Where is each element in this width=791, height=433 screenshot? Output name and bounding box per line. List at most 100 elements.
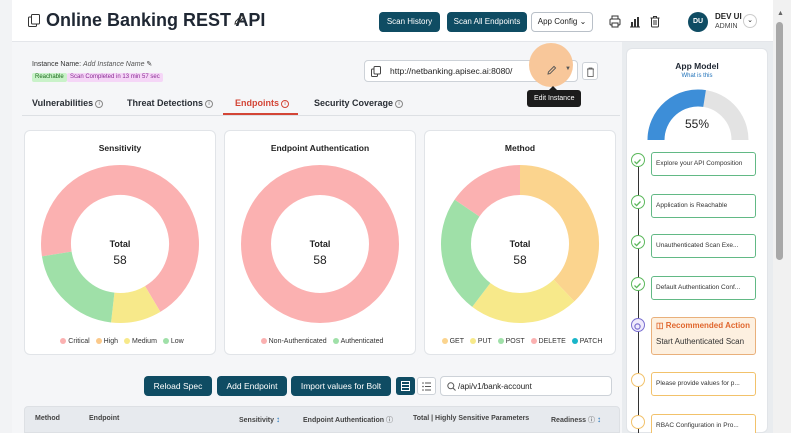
edit-title-pencil-icon[interactable] <box>234 14 245 25</box>
instance-name-value[interactable]: Add Instance Name <box>82 61 145 68</box>
legend-dot-delete <box>530 338 537 345</box>
delete-instance-button[interactable] <box>582 62 598 80</box>
column-readiness[interactable]: Readiness ⓘ ↕ <box>551 415 601 425</box>
scan-history-button[interactable]: Scan History <box>379 12 440 32</box>
step-done-check-icon <box>631 235 645 249</box>
sensitivity-legend: Critical High Medium Low <box>25 338 215 345</box>
step-provide-values[interactable]: Please provide values for p... <box>651 372 756 396</box>
scrollbar-thumb[interactable] <box>776 22 783 260</box>
column-endpoint[interactable]: Endpoint <box>89 415 120 422</box>
search-value: /api/v1/bank-account <box>458 382 532 391</box>
legend-put[interactable]: PUT <box>477 338 492 345</box>
tab-vulnerabilities[interactable]: Vulnerabilities i <box>32 98 104 108</box>
column-readiness-label: Readiness <box>551 417 587 424</box>
edit-instance-highlight <box>529 43 573 87</box>
header-bar: Online Banking REST API Scan History Sca… <box>12 0 773 42</box>
tab-security-coverage[interactable]: Security Coverage i <box>314 98 404 108</box>
slice-low[interactable] <box>41 251 116 323</box>
trash-icon[interactable] <box>649 15 661 28</box>
app-config-dropdown[interactable]: App Config ⌄ <box>531 12 593 32</box>
edit-instance-name-pencil-icon[interactable]: ✎ <box>146 61 153 68</box>
print-icon[interactable] <box>609 15 621 28</box>
legend-dot-post <box>497 338 504 345</box>
check-icon <box>634 201 641 207</box>
scan-all-endpoints-button[interactable]: Scan All Endpoints <box>447 12 527 32</box>
sort-icon[interactable]: ↕ <box>596 415 601 424</box>
step-rbac-config[interactable]: RBAC Configuration in Pro... <box>651 414 756 433</box>
legend-delete[interactable]: DELETE <box>538 338 566 345</box>
tab-vulnerabilities-label: Vulnerabilities <box>32 98 94 108</box>
check-icon <box>634 241 641 247</box>
chevron-down-icon: ⌄ <box>579 17 587 26</box>
column-sensitivity[interactable]: Sensitivity ↕ <box>239 415 280 424</box>
legend-low[interactable]: Low <box>170 338 184 345</box>
legend-patch[interactable]: PATCH <box>579 338 603 345</box>
user-name: DEV UI <box>715 12 742 21</box>
slice-post[interactable] <box>441 199 491 307</box>
tab-endpoints-label: Endpoints <box>235 98 279 108</box>
step-app-reachable[interactable]: Application is Reachable <box>651 194 756 218</box>
chart-icon[interactable] <box>629 15 641 28</box>
list-view-icon <box>422 382 431 391</box>
reachable-badge: Reachable <box>32 73 67 82</box>
tabs-divider <box>22 115 620 116</box>
copy-url-icon[interactable] <box>371 66 381 77</box>
what-is-this-link[interactable]: What is this <box>681 73 713 79</box>
legend-dot-get <box>441 338 448 345</box>
legend-non-authenticated[interactable]: Non-Authenticated <box>268 338 327 345</box>
import-values-button[interactable]: Import values for Bolt <box>291 376 391 396</box>
column-method[interactable]: Method <box>35 415 60 422</box>
reload-spec-button[interactable]: Reload Spec <box>144 376 212 396</box>
column-sensitive-parameters[interactable]: Total | Highly Sensitive Parameters <box>413 415 530 422</box>
endpoint-auth-donut-chart <box>241 165 399 323</box>
slice-non-authenticated[interactable] <box>241 165 399 323</box>
avatar[interactable]: DU <box>688 12 708 32</box>
table-view-button[interactable] <box>396 377 415 395</box>
recommended-action-title: ◫ Recommended Action <box>656 321 751 330</box>
list-view-button[interactable] <box>417 377 436 395</box>
check-icon <box>634 283 641 289</box>
start-authenticated-scan-link[interactable]: Start Authenticated Scan <box>656 337 745 346</box>
legend-post[interactable]: POST <box>505 338 525 345</box>
instance-name-caption: Instance Name: <box>32 61 82 68</box>
copy-icon[interactable] <box>28 14 40 27</box>
page-title: Online Banking REST API <box>46 10 266 30</box>
tab-threat-detections[interactable]: Threat Detections i <box>127 98 214 108</box>
slice-get[interactable] <box>519 165 599 302</box>
legend-authenticated[interactable]: Authenticated <box>340 338 384 345</box>
step-unauth-scan[interactable]: Unauthenticated Scan Exe... <box>651 234 756 258</box>
step-default-auth[interactable]: Default Authentication Conf... <box>651 276 756 300</box>
left-sidebar-strip <box>0 0 12 433</box>
slice-put[interactable] <box>472 279 575 323</box>
gauge-fill <box>647 89 706 141</box>
legend-dot-authenticated <box>332 338 339 345</box>
column-sensitivity-label: Sensitivity <box>239 417 275 424</box>
slice-medium[interactable] <box>111 285 161 323</box>
info-icon: ⓘ <box>587 417 595 424</box>
slice-delete[interactable] <box>454 165 521 218</box>
legend-high[interactable]: High <box>103 338 119 345</box>
sensitivity-total-label: Total <box>109 239 131 249</box>
legend-critical[interactable]: Critical <box>68 338 90 345</box>
scroll-up-arrow-icon[interactable]: ▲ <box>777 10 784 17</box>
legend-get[interactable]: GET <box>449 338 464 345</box>
endpoint-search-input[interactable]: /api/v1/bank-account <box>440 376 612 396</box>
recommended-action-card[interactable]: ◫ Recommended Action Start Authenticated… <box>651 317 756 355</box>
step-explore-api[interactable]: Explore your API Composition <box>651 152 756 176</box>
sort-icon[interactable]: ↕ <box>275 415 280 424</box>
user-menu-chevron-icon[interactable]: ⌄ <box>743 14 757 28</box>
tab-endpoints[interactable]: Endpoints i <box>235 98 289 108</box>
add-endpoint-button[interactable]: Add Endpoint <box>217 376 287 396</box>
method-total-label: Total <box>509 239 531 249</box>
instance-chevron-down-icon[interactable]: ▼ <box>565 66 571 72</box>
slice-critical[interactable] <box>41 165 199 312</box>
column-endpoint-authentication[interactable]: Endpoint Authentication ⓘ <box>303 415 393 425</box>
instance-url-field[interactable]: http://netbanking.apisec.ai:8080/ <box>364 60 578 82</box>
method-total-value: 58 <box>513 253 527 267</box>
edit-instance-pencil-icon[interactable] <box>547 65 557 75</box>
legend-dot-low <box>162 338 169 345</box>
legend-medium[interactable]: Medium <box>132 338 157 345</box>
legend-dot-non-authenticated <box>260 338 267 345</box>
trash-icon <box>587 67 594 77</box>
